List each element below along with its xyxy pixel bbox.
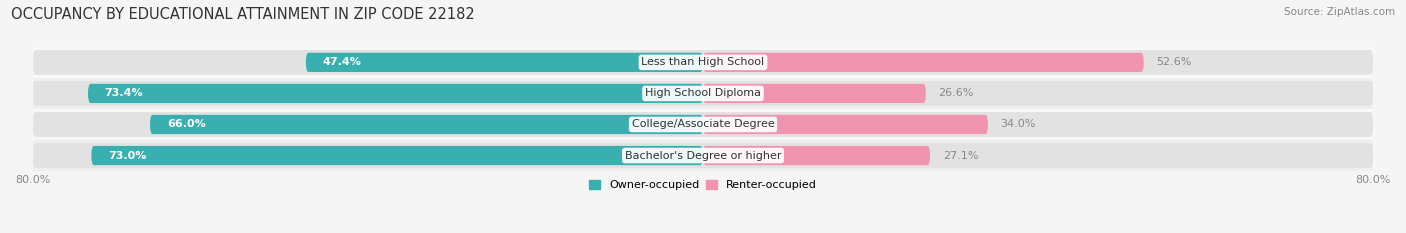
Text: 73.4%: 73.4% — [104, 89, 143, 98]
Text: 26.6%: 26.6% — [938, 89, 974, 98]
Text: OCCUPANCY BY EDUCATIONAL ATTAINMENT IN ZIP CODE 22182: OCCUPANCY BY EDUCATIONAL ATTAINMENT IN Z… — [11, 7, 475, 22]
Text: 34.0%: 34.0% — [1001, 120, 1036, 130]
Text: 52.6%: 52.6% — [1156, 57, 1192, 67]
Bar — [32, 109, 1374, 140]
Bar — [32, 140, 1374, 171]
FancyBboxPatch shape — [703, 84, 927, 103]
FancyBboxPatch shape — [89, 84, 703, 103]
FancyBboxPatch shape — [91, 146, 703, 165]
Text: 27.1%: 27.1% — [942, 151, 979, 161]
FancyBboxPatch shape — [703, 53, 1143, 72]
FancyBboxPatch shape — [703, 146, 929, 165]
Text: Source: ZipAtlas.com: Source: ZipAtlas.com — [1284, 7, 1395, 17]
Bar — [32, 47, 1374, 78]
FancyBboxPatch shape — [150, 115, 703, 134]
Bar — [32, 78, 1374, 109]
Text: College/Associate Degree: College/Associate Degree — [631, 120, 775, 130]
FancyBboxPatch shape — [32, 143, 1374, 168]
FancyBboxPatch shape — [32, 81, 1374, 106]
FancyBboxPatch shape — [307, 53, 703, 72]
FancyBboxPatch shape — [32, 50, 1374, 75]
Text: Bachelor's Degree or higher: Bachelor's Degree or higher — [624, 151, 782, 161]
Legend: Owner-occupied, Renter-occupied: Owner-occupied, Renter-occupied — [589, 180, 817, 190]
FancyBboxPatch shape — [32, 112, 1374, 137]
Text: Less than High School: Less than High School — [641, 57, 765, 67]
Text: High School Diploma: High School Diploma — [645, 89, 761, 98]
Text: 66.0%: 66.0% — [167, 120, 205, 130]
Text: 73.0%: 73.0% — [108, 151, 146, 161]
Text: 47.4%: 47.4% — [322, 57, 361, 67]
FancyBboxPatch shape — [703, 115, 988, 134]
